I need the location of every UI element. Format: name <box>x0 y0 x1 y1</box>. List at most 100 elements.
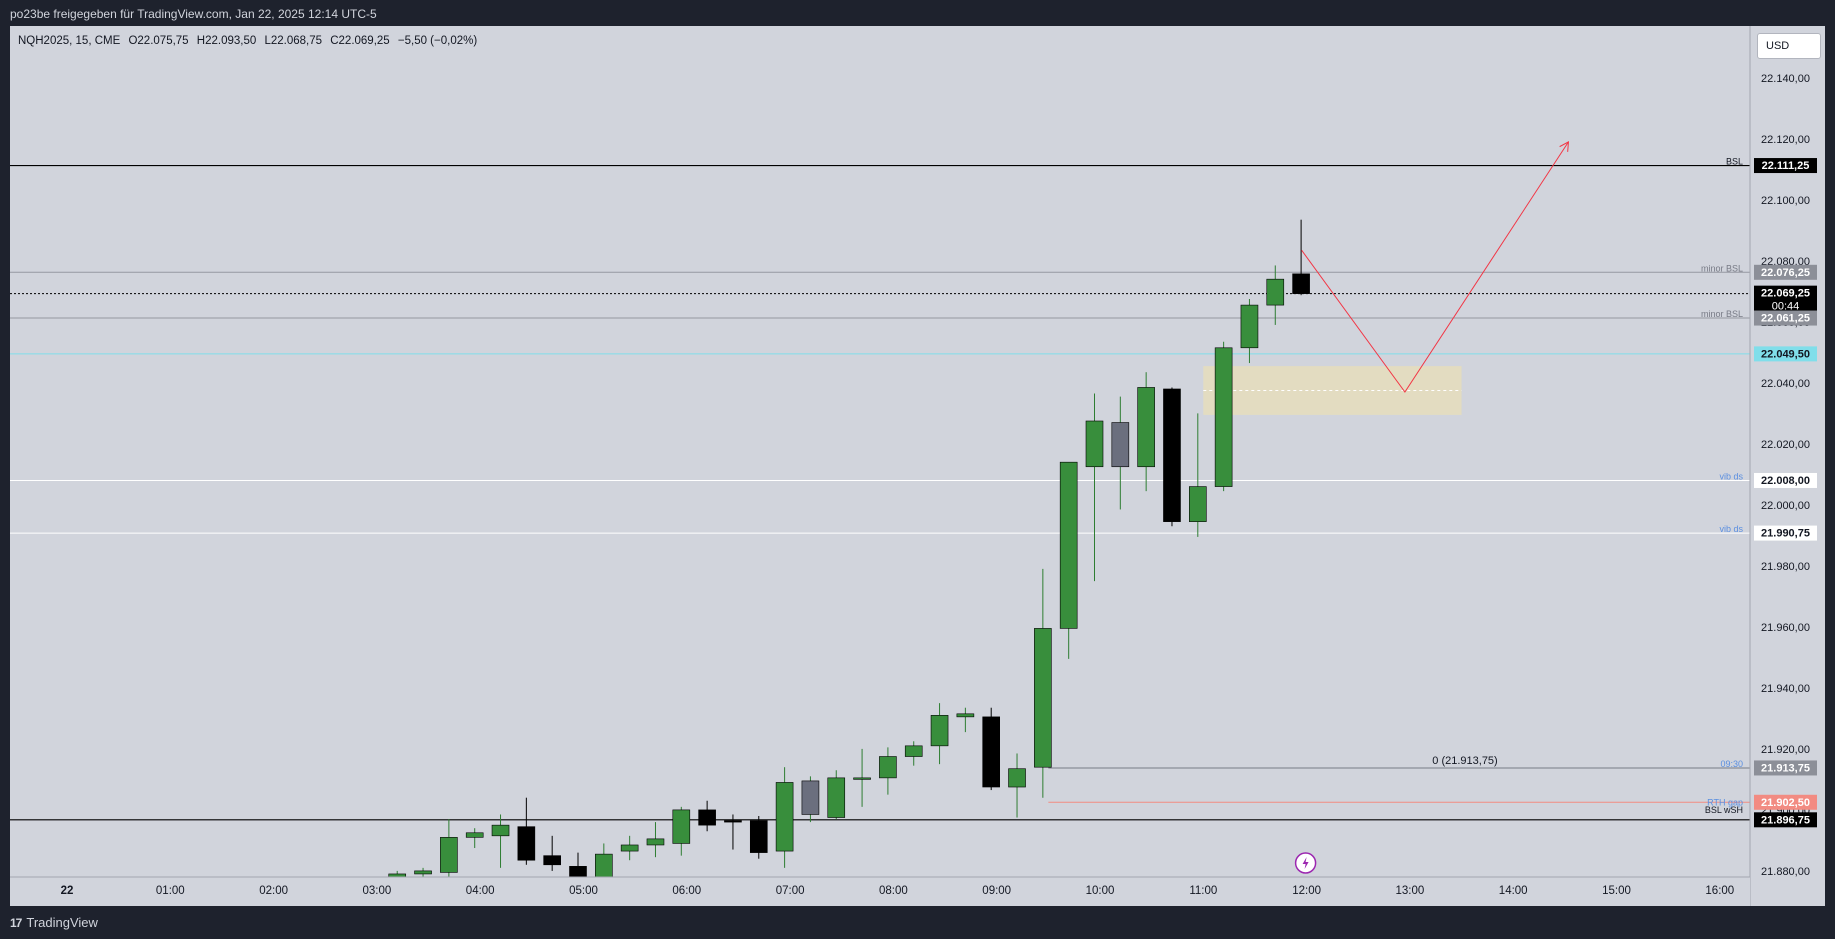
window-title: po23be freigegeben für TradingView.com, … <box>10 7 377 21</box>
candle-body <box>1214 347 1233 487</box>
candle-body <box>1085 420 1104 468</box>
time-tick-label: 01:00 <box>156 885 185 897</box>
change-value: −5,50 (−0,02%) <box>397 35 478 47</box>
candle-body <box>749 820 768 853</box>
currency-button[interactable]: USD <box>1757 33 1821 59</box>
candle-body <box>698 809 716 826</box>
candle-body <box>620 844 639 852</box>
level-label: 09:30 <box>1720 759 1743 769</box>
level-label: minor BSL <box>1701 309 1743 319</box>
price-tag <box>1754 310 1817 326</box>
time-axis <box>10 877 1750 906</box>
price-tick-label: 22.000,00 <box>1761 500 1810 512</box>
price-tag <box>1754 525 1817 541</box>
price-tag-label: 22.049,50 <box>1761 348 1810 360</box>
lightning-icon <box>1302 857 1309 869</box>
price-tag-label: 21.913,75 <box>1761 762 1810 774</box>
candle-body <box>517 826 536 861</box>
candle-body <box>414 870 432 875</box>
time-tick-label: 05:00 <box>569 885 598 897</box>
price-tick-label: 21.960,00 <box>1761 622 1810 634</box>
time-tick-label: 04:00 <box>466 885 495 897</box>
level-label: BSL <box>1726 157 1743 167</box>
candle-body <box>853 777 871 780</box>
tradingview-logo[interactable]: 17 TradingView <box>10 915 98 930</box>
candle-body <box>904 745 923 757</box>
candle-body <box>1111 422 1130 468</box>
plot-background <box>10 26 1750 877</box>
time-tick-label: 06:00 <box>672 885 701 897</box>
candle-body <box>724 820 742 823</box>
price-tick-label: 22.120,00 <box>1761 134 1810 146</box>
footer-bar: 17 TradingView <box>0 906 1835 939</box>
time-tick-label: 11:00 <box>1189 885 1217 897</box>
level-label: BSL wSH <box>1705 805 1743 815</box>
time-tick-label: 22 <box>61 885 74 897</box>
projection-path <box>1301 141 1569 393</box>
time-tick-label: 07:00 <box>776 885 805 897</box>
tradingview-logo-icon: 17 <box>10 915 22 930</box>
price-tick-label: 22.040,00 <box>1761 378 1810 390</box>
candle-body <box>930 715 949 747</box>
price-tag <box>1754 285 1817 314</box>
price-tick-label: 21.940,00 <box>1761 683 1810 695</box>
price-tag <box>1754 346 1817 362</box>
price-tick-label: 22.140,00 <box>1761 73 1810 85</box>
candle-body <box>801 780 820 815</box>
candle-body <box>543 855 561 866</box>
price-tag <box>1754 760 1817 776</box>
candle-body <box>775 782 794 852</box>
price-tag <box>1754 264 1817 280</box>
symbol-label[interactable]: NQH2025, 15, CME <box>18 35 121 47</box>
candle-body <box>1008 768 1026 788</box>
candle-body <box>491 824 510 837</box>
price-tag-label: 21.990,75 <box>1761 528 1810 540</box>
candle-body <box>569 866 587 878</box>
price-tag-label: 22.008,00 <box>1761 475 1810 487</box>
price-tag <box>1754 794 1817 810</box>
high-value: H22.093,50 <box>196 35 257 47</box>
close-value: C22.069,25 <box>330 35 390 47</box>
candle-body <box>646 838 665 846</box>
level-label: vib ds <box>1719 471 1743 481</box>
price-tag <box>1754 812 1817 828</box>
price-tag-label: 22.111,25 <box>1762 160 1810 172</box>
countdown-label: 00:44 <box>1772 301 1800 313</box>
candle-body <box>879 756 897 779</box>
candle-body <box>1189 486 1207 522</box>
candle-body <box>1059 461 1078 629</box>
time-tick-label: 16:00 <box>1705 885 1734 897</box>
candles-group <box>388 219 1310 884</box>
level-label: minor BSL <box>1701 263 1743 273</box>
level-label: RTH gap <box>1707 797 1743 807</box>
time-tick-label: 09:00 <box>982 885 1011 897</box>
price-tag <box>1754 158 1817 174</box>
candle-body <box>1163 388 1181 522</box>
title-bar: po23be freigegeben für TradingView.com, … <box>0 0 1835 26</box>
price-tick-label: 21.920,00 <box>1761 744 1810 756</box>
ohlc-legend: NQH2025, 15, CME O22.075,75 H22.093,50 L… <box>18 35 482 47</box>
candle-body <box>1266 278 1285 306</box>
price-tick-label: 21.980,00 <box>1761 561 1810 573</box>
candle-body <box>595 853 613 878</box>
price-tick-label: 22.100,00 <box>1761 195 1810 207</box>
time-tick-label: 13:00 <box>1396 885 1425 897</box>
low-value: L22.068,75 <box>264 35 323 47</box>
projection-arrowhead <box>1559 141 1570 152</box>
time-tick-label: 08:00 <box>879 885 908 897</box>
fib-label: 0 (21.913,75) <box>1432 755 1497 767</box>
candle-body <box>982 716 1001 788</box>
price-tag-label: 21.896,75 <box>1761 814 1810 826</box>
time-tick-label: 03:00 <box>363 885 392 897</box>
price-tag-label: 22.069,25 <box>1761 288 1810 300</box>
time-tick-label: 15:00 <box>1602 885 1631 897</box>
price-tag-label: 22.061,25 <box>1761 313 1810 325</box>
candle-body <box>1240 304 1259 349</box>
candlestick-chart[interactable]: BSL22.111,25minor BSL22.076,2522.069,250… <box>10 26 1825 906</box>
chart-pane[interactable]: BSL22.111,25minor BSL22.076,2522.069,250… <box>10 26 1825 906</box>
time-tick-label: 02:00 <box>259 885 288 897</box>
candle-body <box>672 809 691 844</box>
brand-name: TradingView <box>26 915 98 930</box>
price-tick-label: 21.880,00 <box>1761 866 1810 878</box>
time-tick-label: 12:00 <box>1292 885 1321 897</box>
